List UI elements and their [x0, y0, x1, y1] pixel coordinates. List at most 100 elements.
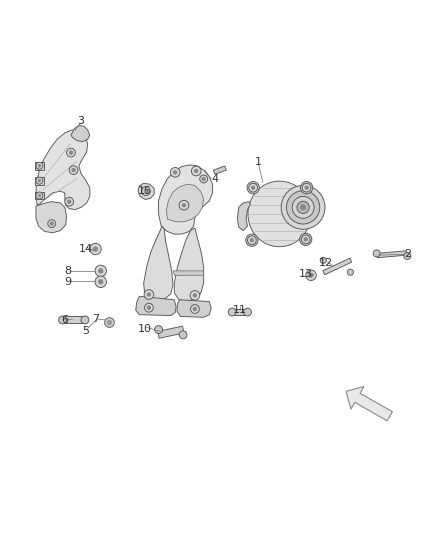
Polygon shape	[346, 386, 392, 421]
Circle shape	[202, 177, 205, 181]
Circle shape	[99, 280, 103, 284]
Bar	[35, 177, 44, 184]
Bar	[377, 251, 407, 258]
Text: 13: 13	[299, 269, 313, 279]
Circle shape	[67, 200, 71, 204]
Circle shape	[347, 269, 353, 275]
Text: 8: 8	[64, 266, 71, 276]
Circle shape	[144, 189, 148, 193]
Circle shape	[69, 151, 73, 155]
Text: 4: 4	[211, 174, 218, 184]
Circle shape	[306, 270, 316, 280]
Circle shape	[36, 177, 43, 184]
Circle shape	[36, 162, 43, 169]
Circle shape	[95, 265, 106, 277]
Circle shape	[141, 187, 150, 196]
Circle shape	[38, 165, 41, 167]
Circle shape	[320, 257, 326, 263]
Polygon shape	[136, 296, 176, 316]
Text: 3: 3	[78, 116, 85, 126]
Circle shape	[300, 205, 306, 210]
Circle shape	[301, 235, 310, 244]
Circle shape	[105, 318, 114, 327]
Polygon shape	[237, 201, 251, 231]
Text: 7: 7	[92, 314, 99, 324]
Circle shape	[300, 182, 313, 194]
Circle shape	[90, 243, 101, 255]
Polygon shape	[144, 226, 173, 301]
Circle shape	[302, 183, 311, 192]
Text: 9: 9	[64, 277, 71, 287]
Text: 2: 2	[404, 249, 411, 259]
Polygon shape	[248, 181, 311, 247]
Polygon shape	[36, 201, 67, 233]
Circle shape	[244, 308, 251, 316]
Bar	[213, 166, 226, 174]
Circle shape	[304, 238, 307, 241]
Bar	[233, 309, 248, 316]
Circle shape	[309, 273, 313, 278]
Circle shape	[38, 179, 41, 182]
Circle shape	[95, 276, 106, 287]
Text: 10: 10	[138, 324, 152, 334]
Circle shape	[36, 192, 43, 199]
Circle shape	[147, 306, 151, 310]
Circle shape	[281, 185, 325, 229]
Circle shape	[67, 148, 75, 157]
Polygon shape	[177, 300, 211, 317]
Circle shape	[193, 294, 197, 297]
Bar	[158, 326, 184, 338]
Circle shape	[228, 308, 236, 316]
Circle shape	[250, 238, 254, 242]
Circle shape	[191, 304, 199, 313]
Circle shape	[145, 303, 153, 312]
Bar	[35, 191, 44, 199]
Circle shape	[107, 320, 112, 325]
Circle shape	[69, 166, 78, 174]
Circle shape	[147, 293, 151, 296]
Circle shape	[247, 182, 259, 194]
Circle shape	[297, 201, 309, 214]
Polygon shape	[138, 183, 154, 199]
Polygon shape	[166, 184, 204, 222]
Circle shape	[182, 204, 186, 207]
Bar	[35, 162, 44, 169]
Circle shape	[246, 234, 258, 246]
Circle shape	[81, 316, 89, 324]
Circle shape	[48, 220, 56, 228]
Circle shape	[292, 197, 314, 219]
Circle shape	[247, 236, 256, 245]
Circle shape	[200, 175, 208, 183]
Circle shape	[50, 222, 53, 225]
Circle shape	[286, 191, 320, 224]
Polygon shape	[174, 228, 204, 302]
Text: 1: 1	[255, 157, 262, 167]
Polygon shape	[159, 165, 212, 234]
Text: 11: 11	[233, 305, 247, 316]
Text: 15: 15	[138, 186, 152, 196]
Circle shape	[99, 269, 103, 273]
Polygon shape	[71, 125, 90, 142]
Circle shape	[190, 290, 200, 300]
Circle shape	[251, 186, 255, 189]
Circle shape	[38, 194, 41, 197]
Polygon shape	[173, 271, 204, 275]
Circle shape	[193, 307, 197, 311]
Circle shape	[404, 253, 411, 260]
Text: 6: 6	[61, 315, 68, 325]
Circle shape	[72, 168, 75, 172]
Circle shape	[194, 169, 198, 173]
Circle shape	[305, 186, 308, 189]
Circle shape	[155, 326, 162, 334]
Circle shape	[65, 197, 74, 206]
Circle shape	[179, 331, 187, 339]
Circle shape	[300, 233, 312, 246]
Circle shape	[59, 316, 67, 324]
Circle shape	[93, 247, 98, 251]
Circle shape	[179, 200, 189, 210]
Circle shape	[373, 250, 380, 257]
Bar	[323, 258, 352, 275]
Text: 12: 12	[319, 258, 333, 268]
Text: 5: 5	[82, 326, 89, 336]
Text: 14: 14	[78, 244, 92, 254]
